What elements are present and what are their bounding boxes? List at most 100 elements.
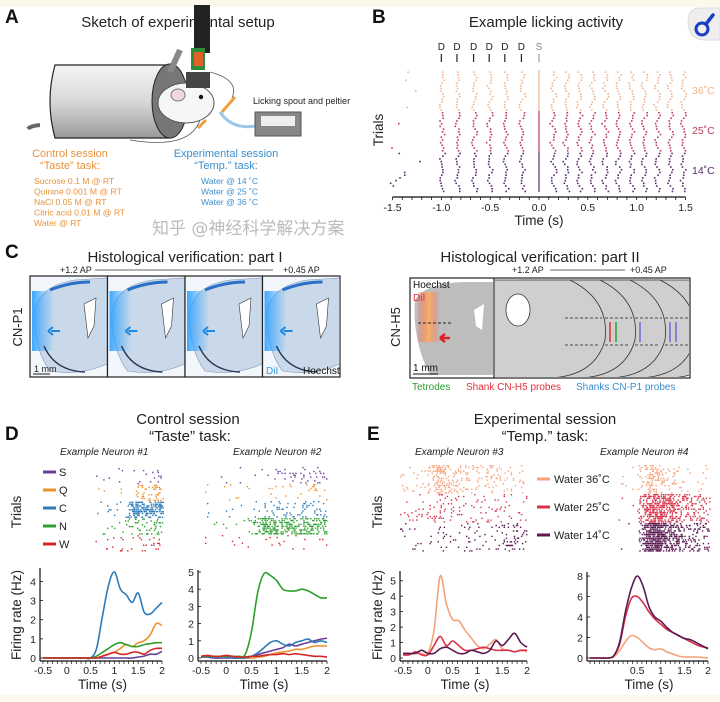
spike-dot bbox=[663, 546, 665, 548]
spike-dot bbox=[141, 512, 144, 515]
lick-dot bbox=[520, 182, 523, 185]
lick-dot bbox=[474, 117, 477, 120]
spike-dot bbox=[320, 472, 322, 475]
spike-dot bbox=[703, 512, 705, 514]
legend-label: Water 25˚C bbox=[554, 502, 610, 514]
cue-d-label: D bbox=[486, 42, 493, 53]
spike-dot bbox=[312, 485, 314, 488]
spike-dot bbox=[680, 512, 682, 514]
spike-dot bbox=[657, 512, 659, 514]
spike-dot bbox=[643, 481, 645, 483]
lick-dot bbox=[472, 120, 475, 122]
spike-raster bbox=[618, 465, 711, 552]
spike-dot bbox=[444, 486, 447, 489]
spike-dot bbox=[504, 472, 506, 474]
spike-dot bbox=[427, 492, 429, 494]
lick-dot bbox=[641, 122, 643, 125]
spike-dot bbox=[142, 544, 145, 546]
lick-dot bbox=[588, 84, 591, 87]
spike-dot bbox=[313, 523, 315, 526]
lick-dot bbox=[491, 112, 494, 114]
lick-dot bbox=[489, 131, 492, 133]
spike-dot bbox=[673, 472, 676, 474]
lick-dot bbox=[551, 82, 554, 84]
spike-dot bbox=[321, 521, 323, 524]
spike-dot bbox=[698, 495, 700, 498]
lick-dot bbox=[518, 122, 521, 125]
spike-dot bbox=[129, 501, 131, 503]
spike-dot bbox=[498, 526, 500, 528]
spike-dot bbox=[510, 541, 513, 543]
spike-dot bbox=[257, 525, 259, 527]
tissue-edge bbox=[120, 345, 163, 373]
spike-dot bbox=[239, 467, 242, 469]
spike-dot bbox=[653, 537, 655, 539]
spike-dot bbox=[319, 519, 321, 522]
lick-dot bbox=[629, 141, 632, 144]
spike-dot bbox=[438, 470, 440, 472]
spike-dot bbox=[317, 514, 319, 516]
spike-dot bbox=[670, 494, 672, 496]
spike-dot bbox=[526, 497, 528, 499]
spike-dot bbox=[317, 525, 319, 527]
spike-dot bbox=[144, 550, 146, 552]
spike-dot bbox=[160, 505, 163, 507]
cue-s-label: S bbox=[536, 42, 543, 53]
spike-dot bbox=[677, 504, 679, 507]
spike-dot bbox=[682, 526, 684, 528]
spike-dot bbox=[692, 537, 694, 539]
lick-dot bbox=[490, 74, 492, 76]
lick-dot bbox=[617, 177, 619, 179]
lick-dot bbox=[458, 93, 461, 95]
spike-dot bbox=[120, 537, 122, 539]
spike-dot bbox=[439, 526, 441, 528]
spike-dot bbox=[440, 479, 442, 481]
lick-dot bbox=[566, 187, 569, 190]
spike-dot bbox=[494, 499, 496, 501]
spike-dot bbox=[661, 535, 663, 538]
magnifier-icon[interactable] bbox=[694, 13, 715, 37]
spike-dot bbox=[645, 468, 647, 470]
spike-dot bbox=[644, 528, 646, 530]
spike-dot bbox=[316, 508, 318, 510]
spike-dot bbox=[673, 483, 676, 485]
spike-dot bbox=[654, 506, 656, 509]
spike-dot bbox=[649, 524, 651, 527]
spike-dot bbox=[670, 499, 672, 501]
spike-dot bbox=[621, 497, 624, 499]
spike-dot bbox=[116, 509, 119, 511]
lick-dot bbox=[440, 90, 443, 92]
spike-dot bbox=[481, 501, 483, 503]
lick-dot bbox=[592, 114, 595, 117]
lick-dot bbox=[617, 147, 619, 149]
x-axis-title: Time (s) bbox=[515, 213, 564, 228]
control-solution-item: Water @ RT bbox=[34, 218, 82, 228]
lick-dot bbox=[644, 133, 647, 136]
lick-dot bbox=[619, 95, 622, 98]
spike-dot bbox=[668, 537, 671, 539]
spike-dot bbox=[465, 466, 467, 469]
spike-dot bbox=[651, 512, 653, 514]
lick-dot bbox=[567, 147, 569, 149]
spike-dot bbox=[683, 481, 685, 483]
spike-dot bbox=[655, 512, 657, 514]
spike-dot bbox=[434, 483, 436, 485]
spike-dot bbox=[118, 522, 121, 524]
top-band bbox=[0, 0, 720, 7]
lick-dot bbox=[503, 182, 505, 185]
lick-dot bbox=[550, 103, 553, 106]
lick-dot bbox=[505, 174, 507, 176]
spike-dot bbox=[660, 546, 663, 548]
spike-dot bbox=[281, 523, 283, 526]
spike-dot bbox=[477, 466, 479, 469]
spike-dot bbox=[447, 466, 450, 469]
spike-dot bbox=[453, 490, 456, 492]
spike-dot bbox=[157, 499, 159, 502]
spike-dot bbox=[319, 495, 321, 497]
spike-dot bbox=[485, 475, 487, 478]
lick-dot bbox=[630, 120, 633, 122]
spike-dot bbox=[237, 497, 240, 499]
spike-dot bbox=[475, 519, 477, 521]
magnifier-button[interactable] bbox=[687, 7, 720, 41]
spike-dot bbox=[145, 473, 147, 475]
